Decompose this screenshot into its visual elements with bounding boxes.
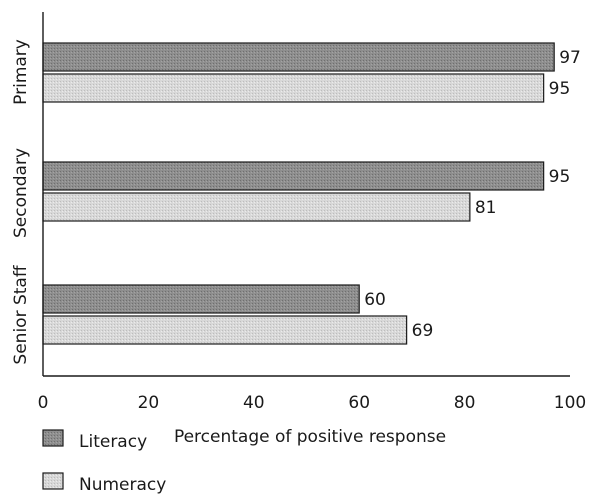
legend-label-numeracy: Numeracy [79,475,166,494]
bar-numeracy-primary [42,73,545,103]
x-tick-label: 80 [454,393,476,413]
value-label: 95 [549,167,571,187]
x-tick-label: 0 [38,393,49,413]
value-label: 81 [475,198,497,218]
value-label: 95 [549,79,571,99]
value-label: 60 [364,290,386,310]
bar-literacy-secondary [42,161,545,191]
x-tick-label: 40 [243,393,265,413]
x-tick-label: 20 [138,393,160,413]
category-label: Secondary [11,148,31,238]
x-tick-label: 60 [348,393,370,413]
legend: Literacy Numeracy [42,429,166,494]
category-label: Primary [11,39,31,105]
bar-numeracy-secondary [42,192,471,222]
legend-label-literacy: Literacy [79,432,147,452]
category-label: Senior Staff [11,264,31,364]
value-label: 97 [559,48,581,68]
axes-layer: 0 20 40 60 80 100 Primary Secondary Senior Staff… [11,12,586,447]
value-label: 69 [412,321,434,341]
labels-layer: 97 95 95 81 60 69 [364,48,581,341]
x-tick-label: 100 [554,393,586,413]
x-axis-title: Percentage of positive response [174,427,446,447]
bar-numeracy-senior-staff [42,315,408,345]
bars-layer [42,42,555,345]
bar-literacy-primary [42,42,555,72]
bar-literacy-senior-staff [42,284,360,314]
legend-swatch-literacy [42,429,64,447]
legend-swatch-numeracy [42,472,64,490]
